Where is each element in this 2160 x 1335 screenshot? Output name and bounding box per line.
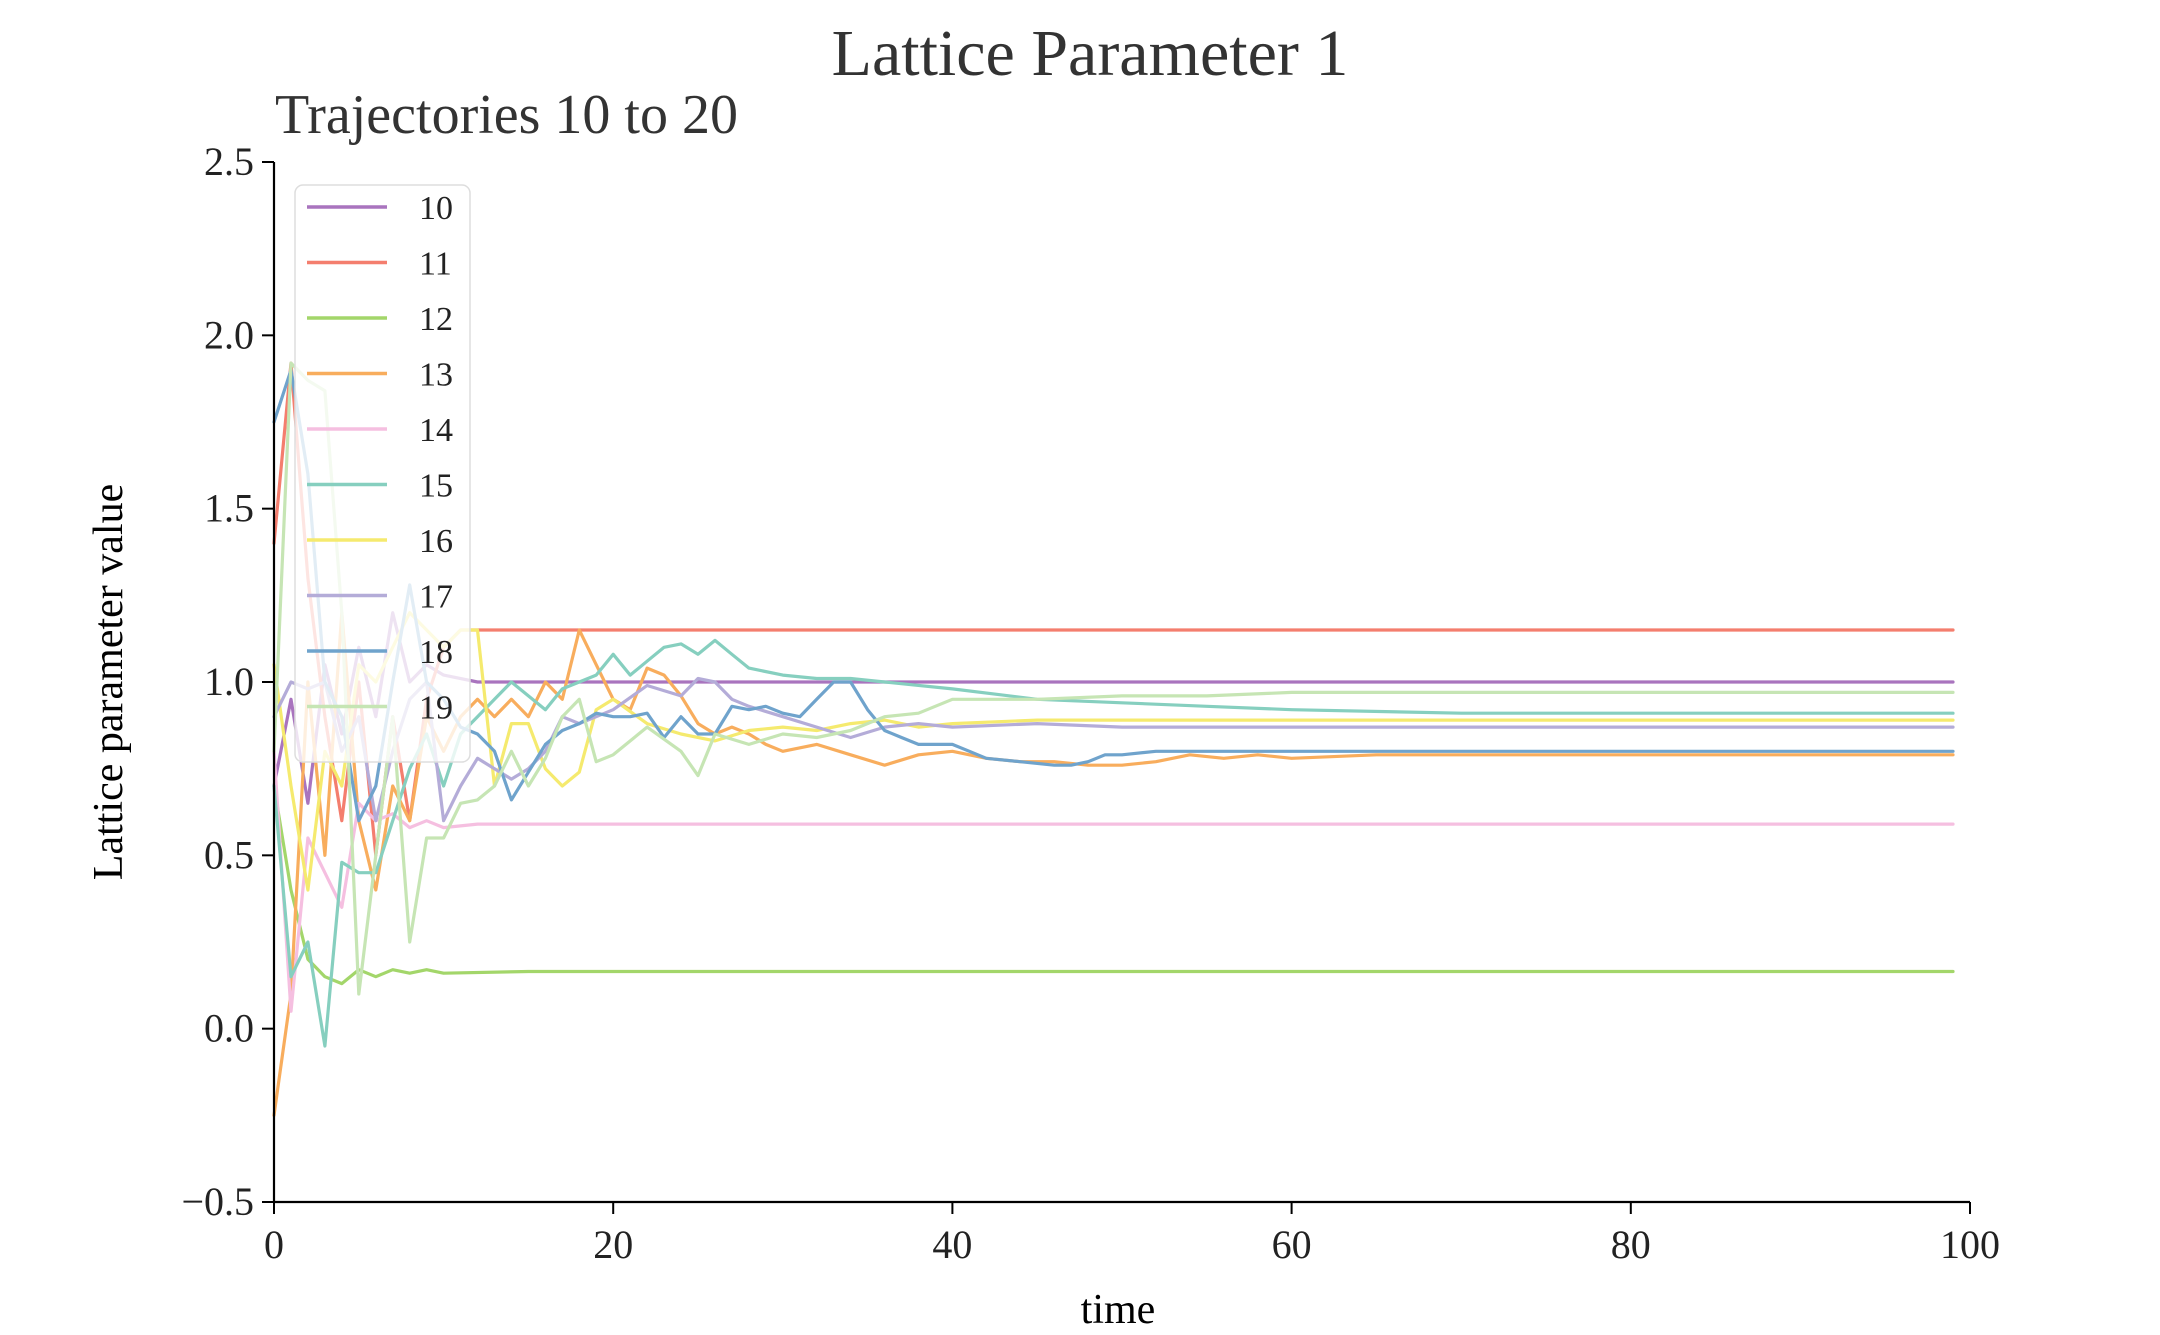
- x-tick-label: 40: [932, 1222, 972, 1267]
- y-axis-label: Lattice parameter value: [86, 484, 132, 880]
- x-axis-label: time: [1081, 1287, 1156, 1333]
- legend-label-18: 18: [419, 634, 453, 671]
- axes: −0.5 0.0 0.5 1.0 1.5 2.0 2.5 0 20 40 60 80 100: [181, 139, 2000, 1267]
- y-tick-label: −0.5: [181, 1179, 254, 1224]
- x-tick-label: 100: [1940, 1222, 2000, 1267]
- y-tick-label: 0.5: [204, 832, 254, 877]
- chart-title: Trajectories 10 to 20: [275, 84, 738, 146]
- legend-label-15: 15: [419, 468, 453, 505]
- series-line-13: [272, 611, 1955, 1117]
- legend-label-12: 12: [419, 301, 453, 338]
- series-line-18: [272, 368, 1955, 823]
- legend-label-14: 14: [419, 412, 453, 449]
- series-line-14: [272, 749, 1955, 1013]
- y-tick-label: 2.5: [204, 139, 254, 184]
- series-line-15: [272, 638, 1955, 1048]
- legend-box: [294, 184, 471, 763]
- x-tick-label: 0: [264, 1222, 284, 1267]
- legend-label-16: 16: [419, 523, 453, 560]
- y-tick-label: 0.0: [204, 1006, 254, 1051]
- legend-label-11: 11: [419, 246, 452, 283]
- legend-label-10: 10: [419, 190, 453, 227]
- y-tick-label: 1.5: [204, 486, 254, 531]
- legend-label-19: 19: [419, 690, 453, 727]
- x-tick-label: 80: [1611, 1222, 1651, 1267]
- series-layer: [272, 361, 1955, 1117]
- y-tick-label: 2.0: [204, 312, 254, 357]
- y-tick-label: 1.0: [204, 659, 254, 704]
- chart-suptitle: Lattice Parameter 1: [832, 17, 1349, 90]
- series-line-19: [272, 361, 1955, 996]
- x-tick-label: 20: [593, 1222, 633, 1267]
- series-line-12: [272, 784, 1955, 986]
- legend-label-17: 17: [419, 579, 453, 616]
- legend-label-13: 13: [419, 357, 453, 394]
- series-line-17: [272, 676, 1955, 823]
- x-tick-label: 60: [1272, 1222, 1312, 1267]
- legend: 10 11 12 13 14 15 16 17 18 19: [294, 184, 471, 763]
